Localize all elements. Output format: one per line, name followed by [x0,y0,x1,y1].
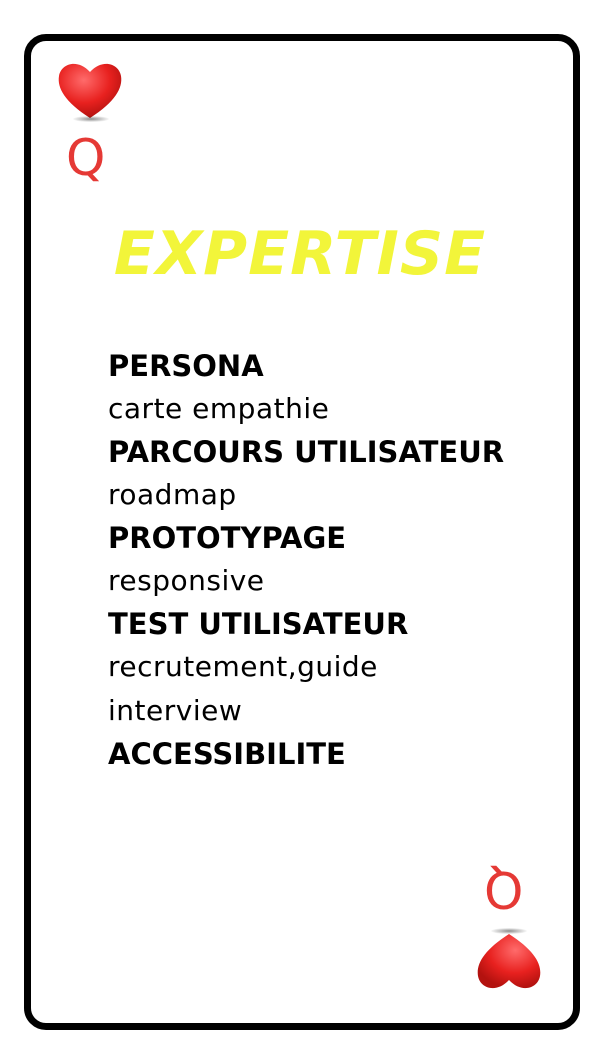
list-item: PERSONA carte empathie [108,345,548,431]
list-item: PARCOURS UTILISATEUR roadmap [108,431,548,517]
item-sub: roadmap [108,473,548,517]
list-item: TEST UTILISATEUR recrutement,guide inter… [108,603,548,733]
item-title: TEST UTILISATEUR [108,607,409,641]
item-sub: responsive [108,559,548,603]
list-item: ACCESSIBILITE [108,733,548,775]
heart-shadow [73,116,109,122]
heart-icon [477,934,541,989]
item-sub: recrutement,guide interview [108,645,548,733]
item-title: PARCOURS UTILISATEUR [108,435,505,469]
item-sub-line: interview [108,694,243,727]
card-rank-inverted: Q [484,860,524,918]
item-sub-line: responsive [108,564,265,597]
item-sub-line: recrutement,guide [108,650,378,683]
item-title: PROTOTYPAGE [108,521,347,555]
heart-icon [58,63,122,118]
card-rank: Q [66,129,106,187]
expertise-list: PERSONA carte empathie PARCOURS UTILISAT… [108,345,548,775]
card-title: EXPERTISE [113,219,487,289]
item-sub-line: carte empathie [108,392,330,425]
item-title: ACCESSIBILITE [108,737,346,771]
item-sub: carte empathie [108,387,548,431]
item-title: PERSONA [108,349,264,383]
heart-shadow [491,928,527,934]
list-item: PROTOTYPAGE responsive [108,517,548,603]
playing-card [24,34,580,1030]
item-sub-line: roadmap [108,478,237,511]
